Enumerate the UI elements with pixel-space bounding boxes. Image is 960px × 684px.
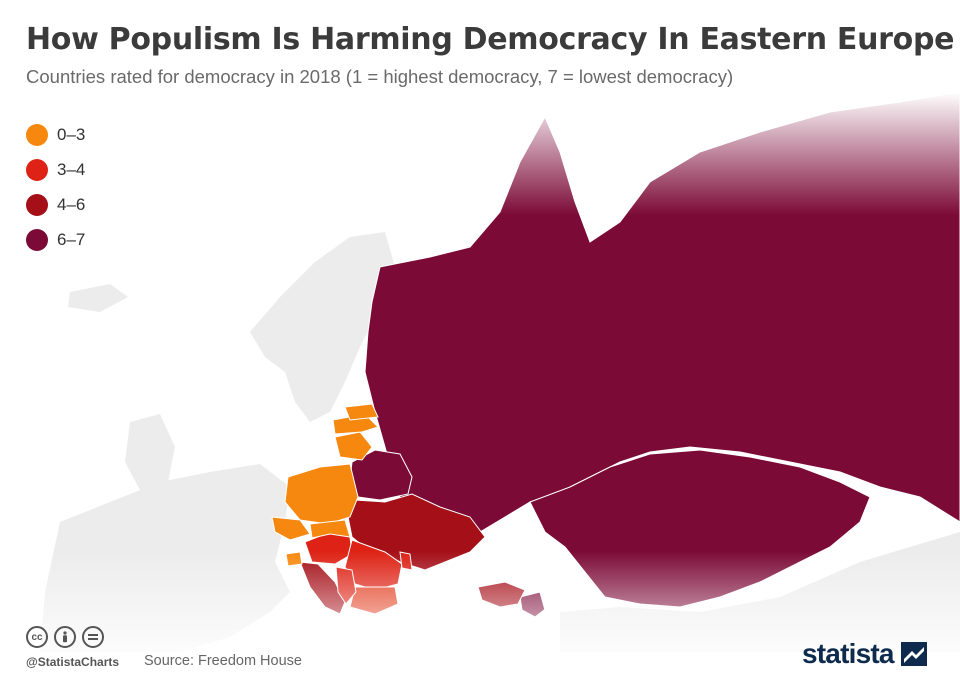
legend-swatch bbox=[26, 123, 48, 146]
map-fade-overlay bbox=[0, 92, 960, 652]
legend-label: 3–4 bbox=[57, 159, 86, 179]
legend: 0–3 3–4 4–6 6–7 bbox=[26, 117, 85, 257]
license-icons: cc bbox=[26, 626, 104, 648]
legend-item: 0–3 bbox=[26, 117, 85, 152]
legend-swatch bbox=[26, 228, 48, 251]
page-subtitle: Countries rated for democracy in 2018 (1… bbox=[26, 66, 734, 87]
by-icon[interactable] bbox=[54, 626, 76, 648]
legend-swatch bbox=[26, 158, 48, 181]
legend-swatch bbox=[26, 193, 48, 216]
twitter-handle[interactable]: @StatistaCharts bbox=[26, 655, 120, 669]
map bbox=[0, 92, 960, 652]
source-note: Source: Freedom House bbox=[144, 653, 302, 669]
nd-icon[interactable] bbox=[82, 626, 104, 648]
page-title: How Populism Is Harming Democracy In Eas… bbox=[26, 22, 955, 57]
brand-logo[interactable]: statista bbox=[802, 638, 927, 670]
legend-item: 4–6 bbox=[26, 187, 85, 222]
statista-logo-icon bbox=[900, 642, 927, 666]
legend-label: 0–3 bbox=[57, 124, 86, 144]
cc-icon[interactable]: cc bbox=[26, 626, 48, 648]
legend-label: 4–6 bbox=[57, 194, 86, 214]
legend-label: 6–7 bbox=[57, 229, 86, 249]
legend-item: 6–7 bbox=[26, 222, 85, 257]
legend-item: 3–4 bbox=[26, 152, 85, 187]
brand-name: statista bbox=[802, 638, 894, 669]
